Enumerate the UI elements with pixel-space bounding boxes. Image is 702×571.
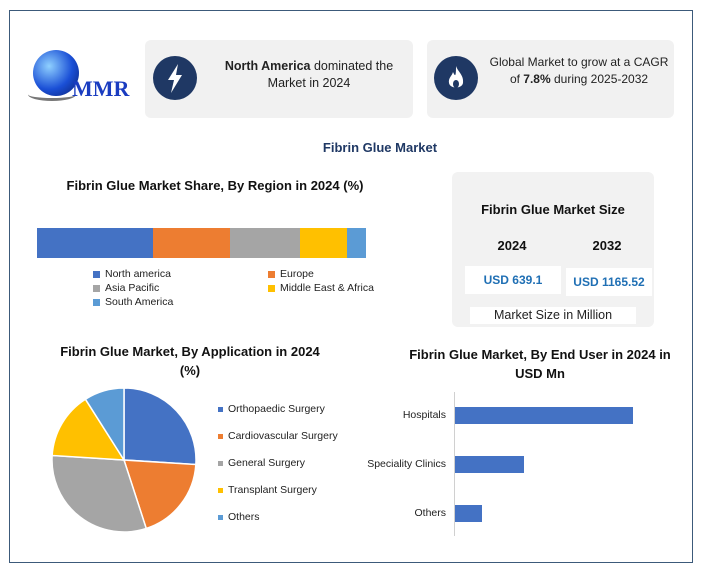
legend-item: North america [93,268,171,281]
legend-swatch [218,434,223,439]
market-size-panel: Fibrin Glue Market Size 2024 2032 USD 63… [452,172,654,327]
bar-segment-1 [153,228,230,258]
legend-item: General Surgery [218,457,305,470]
legend-swatch [218,407,223,412]
legend-label: Middle East & Africa [280,282,374,294]
frame [9,10,693,563]
legend-swatch [93,285,100,292]
cagr-text: Global Market to grow at a CAGR of [489,55,669,86]
bar-0 [455,407,633,424]
cagr-card: Global Market to grow at a CAGR of 7.8% … [427,40,674,118]
legend-label: Transplant Surgery [228,484,317,496]
application-chart-title: Fibrin Glue Market, By Application in 20… [60,344,320,378]
bar-segment-4 [346,228,366,258]
bar-segment-3 [299,228,347,258]
legend-item: Transplant Surgery [218,484,317,497]
pie-slice-2 [51,454,148,533]
legend-swatch [268,271,275,278]
bar-segment-0 [37,228,154,258]
bar-2 [455,505,482,522]
size-title: Fibrin Glue Market Size [481,202,625,217]
legend-swatch [268,285,275,292]
legend-swatch [93,299,100,306]
legend-label: General Surgery [228,457,306,469]
legend-item: Asia Pacific [93,282,159,295]
legend-label: Europe [280,268,314,280]
legend-label: Asia Pacific [105,282,160,294]
logo-text: MMR [72,76,130,101]
lightning-icon [153,56,197,100]
flame-icon [434,56,478,100]
enduser-chart-title: Fibrin Glue Market, By End User in 2024 … [409,347,671,381]
cagr-statement: Global Market to grow at a CAGR of 7.8% … [489,54,669,88]
legend-item: Orthopaedic Surgery [218,403,325,416]
legend-swatch [218,515,223,520]
swoosh-icon [28,88,76,101]
bar-label: Speciality Clinics [367,458,446,470]
value-2024: USD 639.1 [465,266,561,294]
application-pie [51,387,197,533]
cagr-value: 7.8% [523,72,551,86]
legend-label: Orthopaedic Surgery [228,403,325,415]
legend-swatch [218,488,223,493]
legend-item: Europe [268,268,314,281]
legend-swatch [93,271,100,278]
pie-slice-4 [84,387,125,463]
bar-1 [455,456,524,473]
bar-label: Others [414,507,446,519]
legend-label: Others [228,511,260,523]
size-footer: Market Size in Million [470,307,636,324]
year-2032: 2032 [592,238,622,253]
bar-label: Hospitals [402,409,446,421]
region-chart-title: Fibrin Glue Market Share, By Region in 2… [66,178,364,193]
pie-slice-1 [122,459,197,530]
legend-label: South America [105,296,174,308]
legend-swatch [218,461,223,466]
legend-label: North america [105,268,171,280]
value-2032: USD 1165.52 [566,268,652,296]
pie-slice-3 [51,398,126,461]
region-name: North America [224,59,311,73]
cagr-period: during 2025-2032 [550,72,649,86]
bar-segment-2 [229,228,300,258]
enduser-axis [454,392,455,536]
legend-item: South America [93,296,173,309]
legend-item: Others [218,511,260,524]
year-2024: 2024 [497,238,527,253]
pie-slice-0 [123,387,197,466]
dominance-text: dominated the Market in 2024 [267,59,394,90]
logo: MMR [28,50,138,110]
region-stacked-bar [37,228,366,258]
legend-label: Cardiovascular Surgery [228,430,338,442]
main-title: Fibrin Glue Market [322,140,438,155]
legend-item: Middle East & Africa [268,282,374,295]
dominance-statement: North America dominated the Market in 20… [213,58,405,92]
dominance-card: North America dominated the Market in 20… [145,40,413,118]
legend-item: Cardiovascular Surgery [218,430,338,443]
